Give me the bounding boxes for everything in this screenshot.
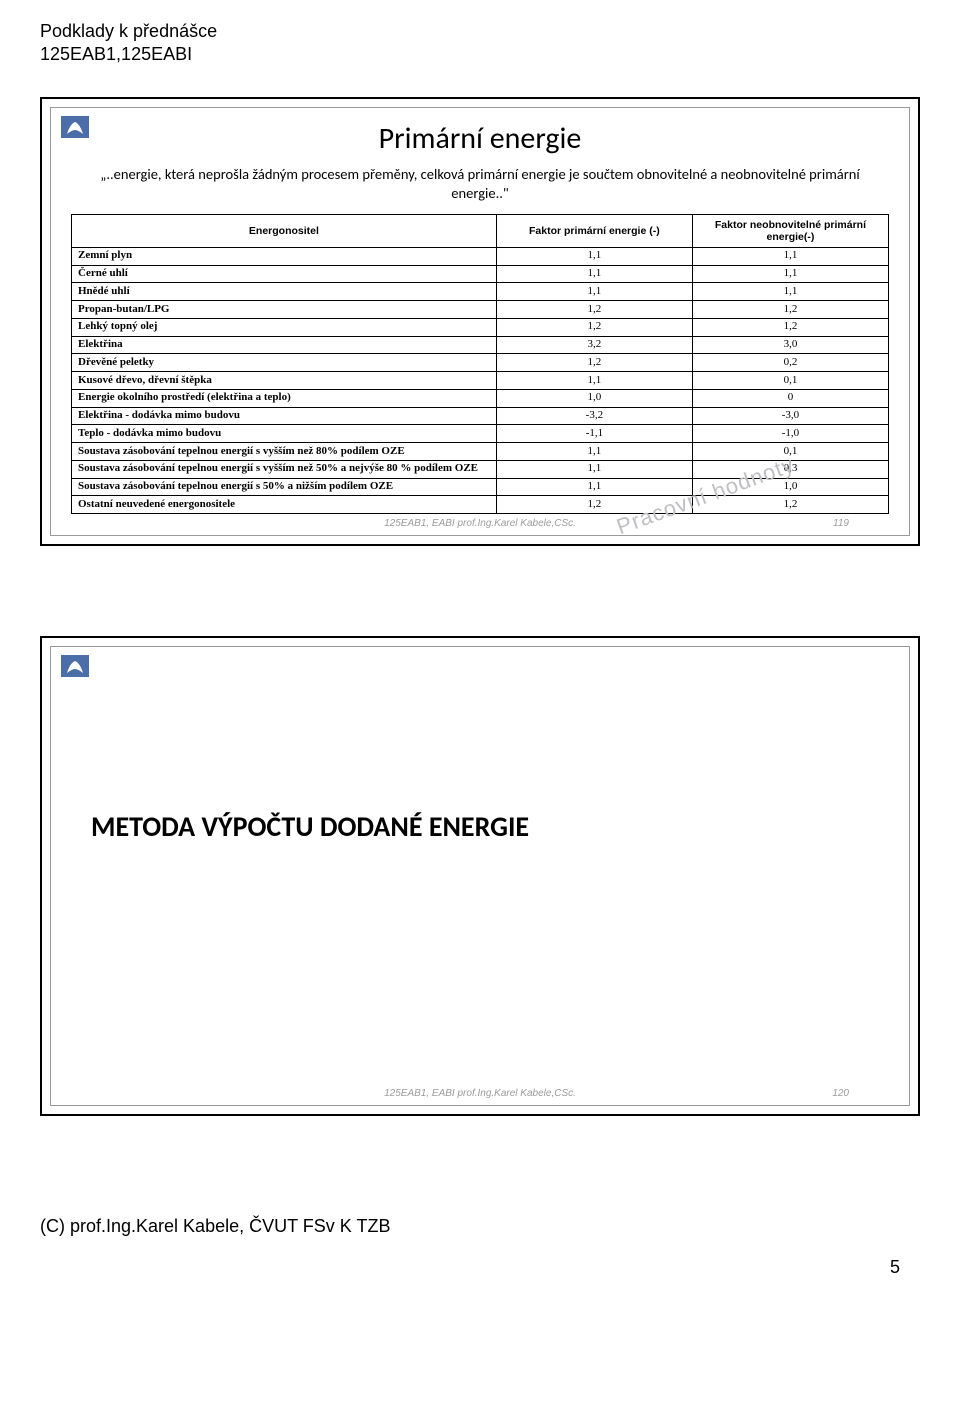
row-v2: 1,2 (692, 318, 888, 336)
row-label: Propan-butan/LPG (72, 301, 497, 319)
cvut-logo-icon (61, 116, 89, 138)
row-v2: -3,0 (692, 407, 888, 425)
row-label: Lehký topný olej (72, 318, 497, 336)
row-v2: 0,1 (692, 372, 888, 390)
col-energonositel: Energonositel (72, 214, 497, 247)
row-v1: 1,2 (496, 496, 692, 514)
row-label: Elektřina - dodávka mimo budovu (72, 407, 497, 425)
row-v2: 1,1 (692, 247, 888, 265)
table-row: Zemní plyn1,11,1 (72, 247, 889, 265)
row-label: Elektřina (72, 336, 497, 354)
row-v2: 1,2 (692, 301, 888, 319)
row-v1: 1,2 (496, 301, 692, 319)
header-line1: Podklady k přednášce (40, 20, 920, 43)
slide-2: METODA VÝPOČTU DODANÉ ENERGIE 125EAB1, E… (40, 636, 920, 1116)
row-label: Soustava zásobování tepelnou energií s v… (72, 443, 497, 461)
row-label: Zemní plyn (72, 247, 497, 265)
table-row: Soustava zásobování tepelnou energií s v… (72, 443, 889, 461)
row-v2: 1,1 (692, 283, 888, 301)
slide1-footer-center: 125EAB1, EABI prof.Ing.Karel Kabele,CSc. (384, 518, 576, 529)
row-label: Soustava zásobování tepelnou energií s v… (72, 460, 497, 478)
row-v1: 3,2 (496, 336, 692, 354)
row-v1: 1,1 (496, 478, 692, 496)
page-number: 5 (40, 1257, 920, 1278)
doc-header: Podklady k přednášce 125EAB1,125EABI (40, 20, 920, 67)
table-row: Soustava zásobování tepelnou energií s v… (72, 460, 889, 478)
row-label: Energie okolního prostředí (elektřina a … (72, 389, 497, 407)
row-v1: 1,1 (496, 443, 692, 461)
row-v1: 1,2 (496, 354, 692, 372)
slide-1: Primární energie „..energie, která nepro… (40, 97, 920, 546)
row-v2: 1,1 (692, 265, 888, 283)
row-v2: 0,2 (692, 354, 888, 372)
slide1-footer: 125EAB1, EABI prof.Ing.Karel Kabele,CSc.… (71, 514, 889, 529)
row-v1: 1,2 (496, 318, 692, 336)
row-label: Kusové dřevo, dřevní štěpka (72, 372, 497, 390)
slide2-footer-center: 125EAB1, EABI prof.Ing.Karel Kabele,CSc. (384, 1088, 576, 1099)
header-line2: 125EAB1,125EABI (40, 43, 920, 66)
table-row: Teplo - dodávka mimo budovu-1,1-1,0 (72, 425, 889, 443)
energy-table: Energonositel Faktor primární energie (-… (71, 214, 889, 514)
slide1-footer-num: 119 (833, 518, 849, 529)
row-v2: 0,3 (692, 460, 888, 478)
row-label: Ostatní neuvedené energonositele (72, 496, 497, 514)
row-v2: 3,0 (692, 336, 888, 354)
row-v2: 1,0 (692, 478, 888, 496)
cvut-logo-icon (61, 655, 89, 677)
row-label: Soustava zásobování tepelnou energií s 5… (72, 478, 497, 496)
table-row: Hnědé uhlí1,11,1 (72, 283, 889, 301)
table-row: Černé uhlí1,11,1 (72, 265, 889, 283)
table-row: Energie okolního prostředí (elektřina a … (72, 389, 889, 407)
row-v1: 1,0 (496, 389, 692, 407)
page-footer: (C) prof.Ing.Karel Kabele, ČVUT FSv K TZ… (40, 1206, 920, 1257)
slide2-footer: 125EAB1, EABI prof.Ing.Karel Kabele,CSc.… (71, 1084, 889, 1099)
table-row: Lehký topný olej1,21,2 (72, 318, 889, 336)
table-row: Kusové dřevo, dřevní štěpka1,10,1 (72, 372, 889, 390)
table-row: Soustava zásobování tepelnou energií s 5… (72, 478, 889, 496)
row-v2: 1,2 (692, 496, 888, 514)
row-label: Černé uhlí (72, 265, 497, 283)
table-row: Elektřina3,23,0 (72, 336, 889, 354)
slide1-subtitle: „..energie, která neprošla žádným proces… (71, 165, 889, 204)
row-v1: 1,1 (496, 247, 692, 265)
table-row: Dřevěné peletky1,20,2 (72, 354, 889, 372)
row-v2: -1,0 (692, 425, 888, 443)
table-row: Propan-butan/LPG1,21,2 (72, 301, 889, 319)
row-v1: -1,1 (496, 425, 692, 443)
table-row: Ostatní neuvedené energonositele1,21,2 (72, 496, 889, 514)
col-faktor-primarni: Faktor primární energie (-) (496, 214, 692, 247)
slide2-title: METODA VÝPOČTU DODANÉ ENERGIE (91, 809, 889, 844)
row-v2: 0,1 (692, 443, 888, 461)
col-faktor-neobnov: Faktor neobnovitelné primární energie(-) (692, 214, 888, 247)
row-v1: 1,1 (496, 460, 692, 478)
row-v1: 1,1 (496, 283, 692, 301)
table-row: Elektřina - dodávka mimo budovu-3,2-3,0 (72, 407, 889, 425)
row-v2: 0 (692, 389, 888, 407)
row-label: Teplo - dodávka mimo budovu (72, 425, 497, 443)
row-label: Hnědé uhlí (72, 283, 497, 301)
slide1-title: Primární energie (71, 120, 889, 157)
row-v1: 1,1 (496, 372, 692, 390)
row-v1: -3,2 (496, 407, 692, 425)
row-v1: 1,1 (496, 265, 692, 283)
row-label: Dřevěné peletky (72, 354, 497, 372)
slide2-footer-num: 120 (832, 1088, 849, 1099)
